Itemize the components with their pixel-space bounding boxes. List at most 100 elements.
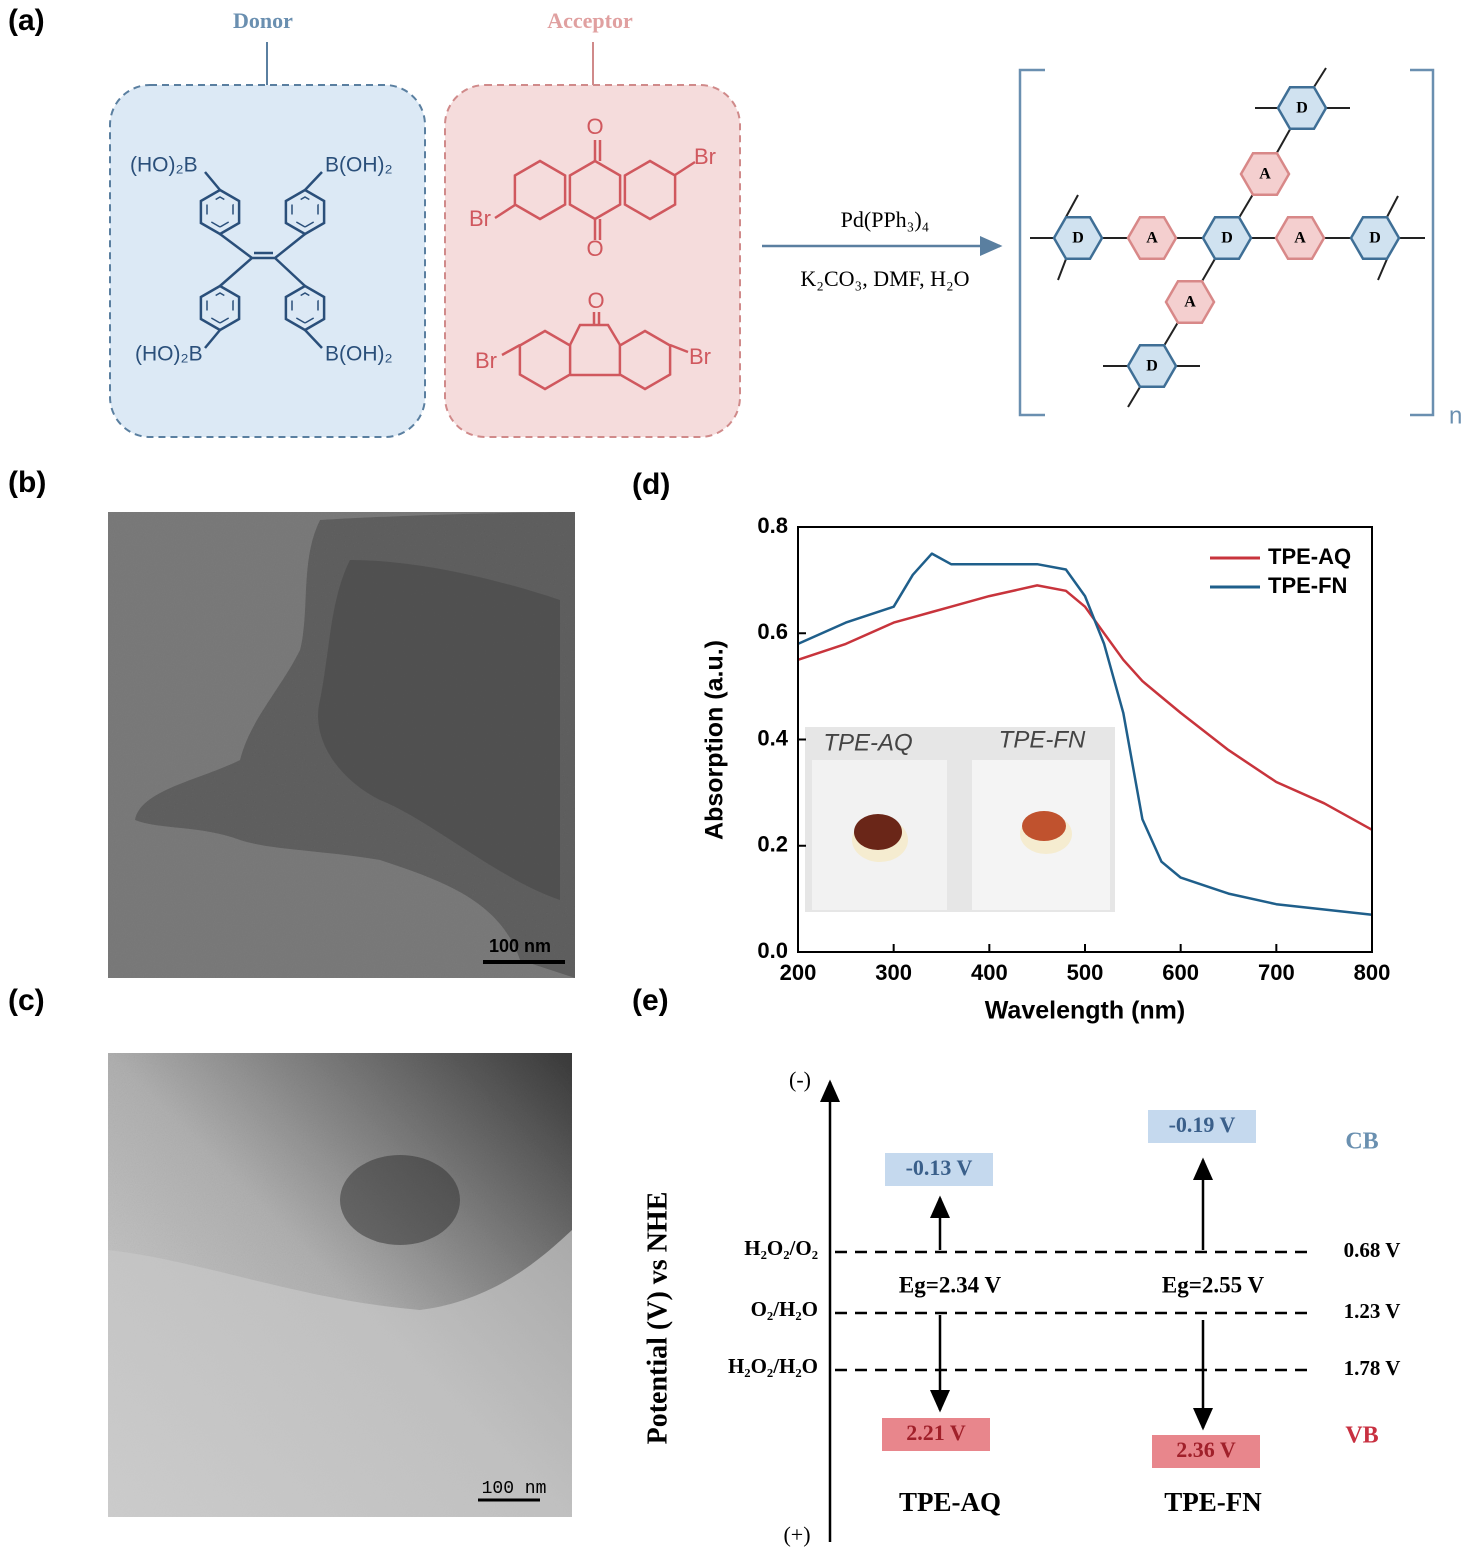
x-tick-label: 600 <box>1162 960 1199 985</box>
vb-value: 2.36 V <box>1176 1437 1236 1462</box>
y-tick-label: 0.0 <box>757 938 788 963</box>
y-tick-label: 0.6 <box>757 619 788 644</box>
panel-label: (a) <box>8 4 45 37</box>
acceptor-unit <box>1274 215 1326 261</box>
axis-label: Potential (V) vs NHE <box>642 1192 673 1445</box>
redox-label: O₂/H₂O <box>751 1297 818 1321</box>
donor-box <box>109 84 426 438</box>
x-tick-label: 300 <box>875 960 912 985</box>
acceptor-unit <box>1164 279 1216 325</box>
y-tick-label: 0.4 <box>757 725 788 750</box>
unit-label: D <box>1296 100 1308 117</box>
y-tick-label: 0.8 <box>757 513 788 538</box>
scale-label: 100 nm <box>489 936 551 956</box>
vb-box <box>882 1418 990 1451</box>
substituent: (HO)₂B <box>135 343 203 366</box>
inset-label: TPE-AQ <box>823 729 912 756</box>
redox-label: H₂O₂/H₂O <box>728 1354 818 1378</box>
unit-label: A <box>1294 230 1306 247</box>
substituent: B(OH)₂ <box>325 154 393 177</box>
ring-inner <box>206 292 234 324</box>
repeat-index: n <box>1449 402 1462 429</box>
ring-inner <box>206 196 234 228</box>
catalyst: Pd(PPh₃)₄ <box>841 207 930 232</box>
tem-flake <box>108 1230 572 1517</box>
donor-unit <box>1276 85 1328 131</box>
powder <box>1022 811 1066 841</box>
unit-label: A <box>1184 294 1196 311</box>
x-tick-label: 500 <box>1067 960 1104 985</box>
conditions: K₂CO₃, DMF, H₂O <box>800 266 969 291</box>
donor-unit <box>1349 215 1401 261</box>
donor-title: Donor <box>233 8 293 33</box>
panel-label: (b) <box>8 466 46 499</box>
absorption-chart: TPE-AQ TPE-FN 200 300 400 500 600 700 800 0.0 0.… <box>701 513 1391 1025</box>
legend-label: TPE-FN <box>1268 573 1347 598</box>
cb-value: -0.13 V <box>906 1155 973 1180</box>
tem-image-c: 100 nm <box>108 1053 572 1517</box>
redox-potential: 1.78 V <box>1344 1356 1401 1380</box>
x-tick-label: 800 <box>1354 960 1391 985</box>
unit-label: A <box>1259 166 1271 183</box>
atom: Br <box>694 144 716 169</box>
axis-end-label: (+) <box>783 1522 810 1547</box>
brackets <box>1018 68 1435 417</box>
vb-label: VB <box>1345 1423 1378 1449</box>
material-name: TPE-AQ <box>899 1487 1001 1517</box>
x-tick-label: 700 <box>1258 960 1295 985</box>
donor-unit <box>1052 215 1104 261</box>
donor-unit <box>1126 343 1178 389</box>
acceptor-unit <box>1126 215 1178 261</box>
vb-value: 2.21 V <box>906 1420 966 1445</box>
series-line <box>797 584 1373 831</box>
unit-label: D <box>1221 230 1233 247</box>
scale-label: 100 nm <box>482 1479 547 1499</box>
vb-box <box>1152 1435 1260 1468</box>
ring <box>623 159 677 221</box>
acceptor-unit <box>1239 151 1291 197</box>
x-axis-label: Wavelength (nm) <box>985 997 1185 1025</box>
redox-potential: 0.68 V <box>1344 1238 1401 1262</box>
atom: Br <box>475 348 497 373</box>
material-name: TPE-FN <box>1164 1487 1262 1517</box>
panel-label: (c) <box>8 984 45 1017</box>
tem-image-b: 100 nm <box>108 512 575 978</box>
bonds <box>501 312 689 377</box>
unit-label: A <box>1146 230 1158 247</box>
energy-diagram: (-) (+) Potential (V) vs NHE CB VB H₂O₂/… <box>642 1067 1400 1547</box>
band-gap: Eg=2.55 V <box>1162 1272 1265 1297</box>
unit-label: D <box>1146 358 1158 375</box>
substituent: (HO)₂B <box>130 154 198 177</box>
y-tick-label: 0.2 <box>757 832 788 857</box>
bonds <box>494 140 696 240</box>
donor-unit <box>1201 215 1253 261</box>
panel-labels: (a) (b) (c) (d) (e) <box>8 4 670 1017</box>
tem-dark-region <box>340 1155 460 1245</box>
unit-label: D <box>1369 230 1381 247</box>
bonds <box>204 171 323 349</box>
panel-label: (d) <box>632 468 670 501</box>
atom: O <box>587 288 604 313</box>
tem-flake <box>318 560 560 900</box>
redox-label: H₂O₂/O₂ <box>744 1236 818 1260</box>
axis-end-label: (-) <box>789 1067 811 1092</box>
scheme: (HO)₂B B(OH)₂ (HO)₂B B(OH)₂ O O Br Br O Br Br D A D A D… <box>130 67 1425 408</box>
y-axis-label: Absorption (a.u.) <box>701 640 729 840</box>
cb-label: CB <box>1345 1129 1378 1155</box>
ring-inner <box>291 196 319 228</box>
ring-inner <box>291 292 319 324</box>
inset-label: TPE-FN <box>999 726 1086 753</box>
ring <box>513 159 567 221</box>
unit-label: D <box>1072 230 1084 247</box>
atom: Br <box>469 206 491 231</box>
series-line <box>797 552 1373 917</box>
panel-label: (e) <box>632 984 669 1017</box>
powder <box>854 814 902 850</box>
x-tick-label: 200 <box>780 960 817 985</box>
plot-frame <box>797 526 1373 953</box>
atom: O <box>586 236 603 261</box>
stubs <box>1030 67 1425 408</box>
legend-label: TPE-AQ <box>1268 544 1351 569</box>
cb-box <box>885 1153 993 1186</box>
